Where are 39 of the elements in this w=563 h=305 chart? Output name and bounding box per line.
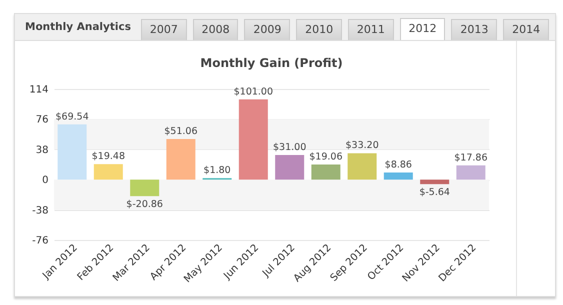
data-label: $31.00: [273, 142, 306, 153]
chart-title: Monthly Gain (Profit): [200, 56, 343, 70]
y-tick-label: 114: [29, 84, 48, 96]
data-label: $8.86: [384, 160, 412, 171]
y-tick-label: 0: [42, 175, 48, 186]
text: 2011: [348, 19, 394, 40]
y-tick-label: -38: [32, 205, 48, 216]
bar: [311, 164, 340, 180]
data-label: $19.06: [309, 151, 342, 162]
bar: [275, 154, 304, 180]
data-label: $1.80: [204, 165, 231, 176]
data-label: $-5.64: [419, 187, 450, 198]
bar: [130, 180, 160, 196]
bar: [420, 180, 450, 184]
data-label: $19.48: [92, 151, 125, 162]
text: 2009: [244, 19, 290, 40]
data-label: $69.54: [56, 111, 89, 122]
data-label: $101.00: [234, 86, 274, 98]
bar: [58, 124, 87, 180]
data-label: $17.86: [454, 152, 488, 164]
text: 2010: [296, 19, 342, 40]
text: 2012: [400, 18, 446, 40]
text: 2013: [451, 19, 498, 40]
text: 2014: [503, 19, 549, 40]
text: Monthly Analytics: [24, 21, 132, 35]
bar: [238, 99, 268, 180]
bar: [348, 153, 377, 180]
text: 2008: [192, 19, 238, 40]
bar: [384, 172, 413, 180]
y-tick-label: 38: [36, 144, 48, 156]
bar: [94, 164, 123, 180]
data-label: $51.06: [164, 126, 198, 138]
y-tick-label: 76: [36, 114, 48, 126]
data-label: $-20.86: [126, 199, 163, 210]
bar: [456, 165, 486, 180]
y-tick-label: -76: [32, 236, 48, 246]
text: 2007: [140, 19, 187, 40]
bar: [166, 139, 196, 180]
data-label: $33.20: [346, 140, 379, 152]
